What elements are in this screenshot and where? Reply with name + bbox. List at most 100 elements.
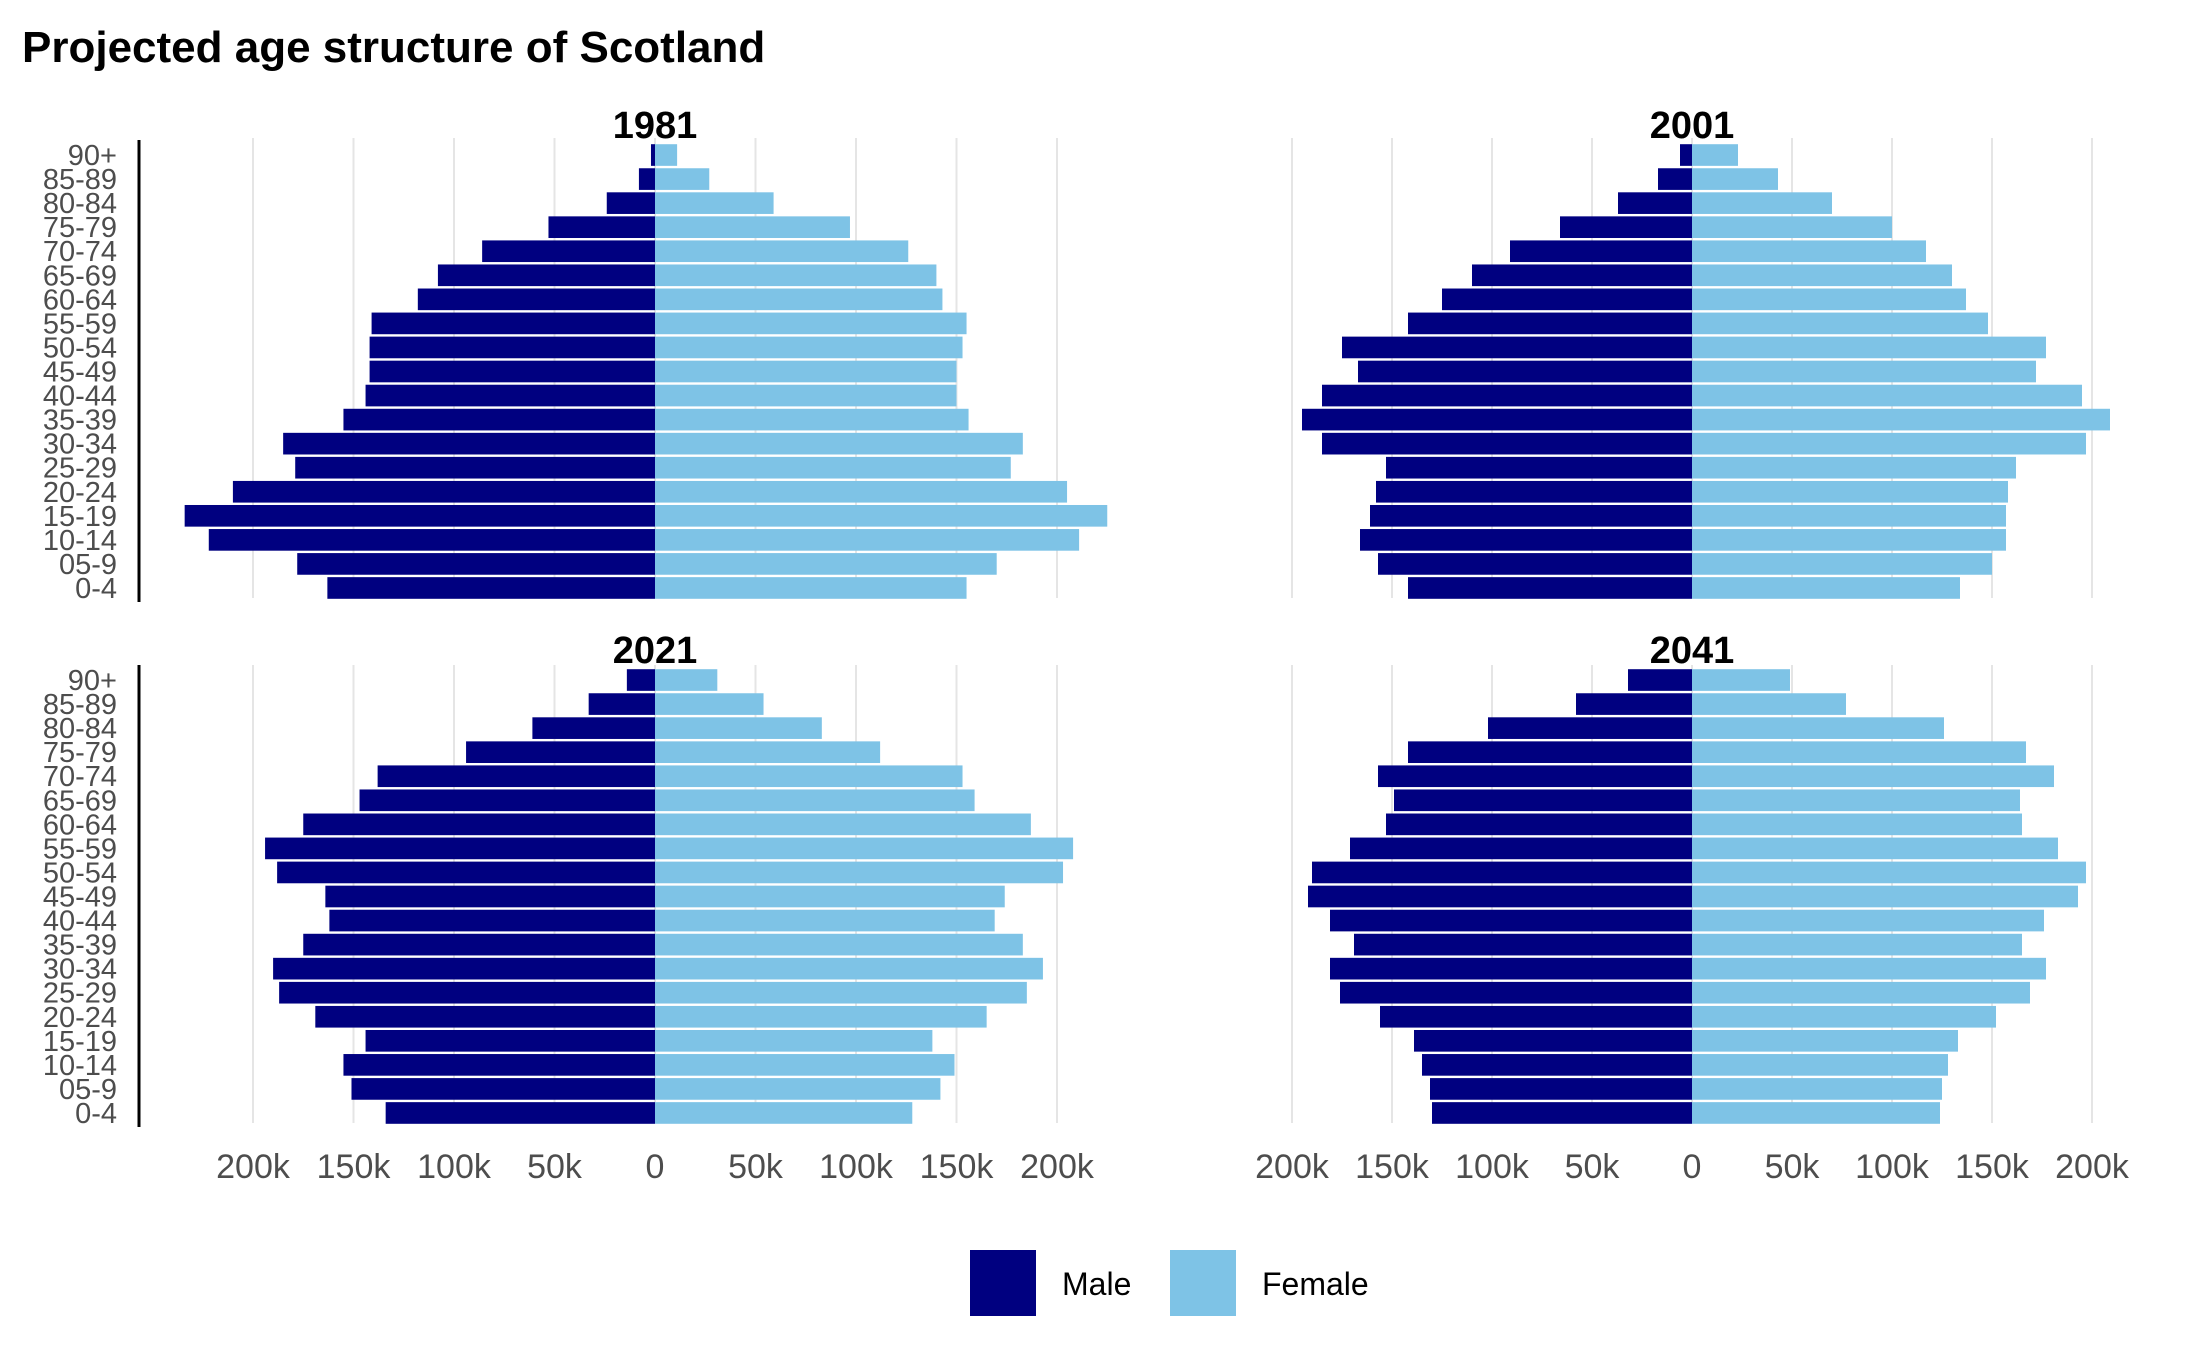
y-tick-label: 75-79 [43,737,117,769]
bar-female-15-19 [655,1029,933,1052]
x-tick-label: 150k [920,1148,995,1186]
bar-male-60-64 [1386,813,1692,836]
x-tick-label: 150k [1355,1148,1430,1186]
bar-female-30-34 [1692,957,2046,980]
bar-female-0-4 [1692,1102,1940,1124]
y-tick-label: 80-84 [43,713,117,745]
bar-male-10-14 [208,529,655,551]
bar-male-05-9 [1430,1078,1692,1100]
bar-female-40-44 [655,384,957,407]
bar-male-40-44 [329,909,655,932]
bar-male-05-9 [297,553,655,575]
bar-female-20-24 [655,480,1068,503]
x-tick-label: 50k [1565,1148,1621,1186]
bar-female-90 [655,144,678,166]
x-tick-label: 100k [819,1148,894,1186]
bar-male-15-19 [184,504,655,527]
bar-female-90 [1692,669,1790,691]
bar-female-75-79 [655,216,850,239]
bar-female-55-59 [1692,312,1988,335]
bar-male-70-74 [377,765,655,788]
bar-female-80-84 [655,717,822,739]
bar-male-15-19 [365,1029,655,1052]
panel-title: 1981 [613,105,698,147]
panel-title: 2021 [613,630,698,672]
bar-female-45-49 [1692,885,2078,908]
bar-male-0-4 [327,577,655,599]
bar-female-60-64 [655,288,943,311]
y-tick-label: 85-89 [43,164,117,196]
x-tick-label: 150k [1955,1148,2030,1186]
legend-item-male: Male [970,1250,1131,1316]
y-tick-label: 40-44 [43,381,117,413]
y-tick-label: 30-34 [43,429,117,461]
x-tick-label: 200k [1020,1148,1095,1186]
bar-female-35-39 [655,933,1023,956]
y-tick-label: 15-19 [43,1026,117,1058]
bar-female-0-4 [1692,577,1960,599]
bar-male-65-69 [437,264,655,287]
y-tick-label: 75-79 [43,212,117,244]
y-tick-label: 65-69 [43,785,117,817]
bar-male-30-34 [283,432,655,455]
bar-male-40-44 [365,384,655,407]
bar-male-65-69 [1394,789,1692,812]
y-tick-label: 65-69 [43,260,117,292]
bar-female-05-9 [1692,553,1992,575]
bar-female-80-84 [1692,717,1944,739]
bar-female-20-24 [1692,1005,1996,1028]
x-tick-label: 200k [2055,1148,2130,1186]
bar-female-85-89 [1692,168,1778,190]
bar-female-80-84 [1692,192,1832,214]
chart-title: Projected age structure of Scotland [22,23,765,72]
bar-female-10-14 [1692,529,2006,551]
bar-male-10-14 [1360,529,1692,551]
y-tick-label: 60-64 [43,809,117,841]
legend-label: Female [1262,1266,1369,1302]
bar-male-70-74 [1378,765,1692,788]
bar-male-85-89 [1576,693,1692,715]
bar-female-20-24 [1692,480,2008,503]
y-tick-label: 0-4 [75,573,117,605]
bar-female-90 [655,669,718,691]
bar-male-80-84 [606,192,655,214]
bar-female-85-89 [655,168,710,190]
y-tick-label: 45-49 [43,882,117,914]
bar-female-75-79 [1692,741,2026,764]
bar-male-20-24 [232,480,655,503]
bar-male-15-19 [1414,1029,1692,1052]
bar-female-60-64 [655,813,1031,836]
bar-female-50-54 [655,336,963,359]
y-tick-label: 80-84 [43,188,117,220]
bar-female-85-89 [655,693,764,715]
panel-title: 2001 [1650,105,1735,147]
y-tick-label: 70-74 [43,761,117,793]
bar-male-0-4 [1432,1102,1692,1124]
bar-male-70-74 [1510,240,1692,263]
bar-male-80-84 [532,717,655,739]
bar-female-15-19 [655,504,1108,527]
y-tick-label: 35-39 [43,405,117,437]
panels: 19810-405-910-1415-1920-2425-2930-3435-3… [43,105,2130,1186]
bar-male-45-49 [369,360,655,383]
bar-female-05-9 [1692,1078,1942,1100]
bar-female-70-74 [655,240,909,263]
bar-female-65-69 [1692,264,1952,287]
y-tick-label: 50-54 [43,332,117,364]
bar-male-85-89 [1658,168,1692,190]
y-tick-label: 35-39 [43,930,117,962]
bar-male-90 [1628,669,1692,691]
y-tick-label: 05-9 [59,549,117,581]
bar-female-25-29 [1692,981,2030,1004]
bar-female-35-39 [1692,408,2110,431]
bar-male-35-39 [343,408,655,431]
bar-female-45-49 [1692,360,2036,383]
bar-female-60-64 [1692,813,2022,836]
x-tick-label: 200k [216,1148,291,1186]
bar-female-75-79 [1692,216,1892,239]
x-tick-label: 100k [417,1148,492,1186]
x-tick-label: 50k [527,1148,583,1186]
x-tick-label: 50k [1765,1148,1821,1186]
y-tick-label: 0-4 [75,1098,117,1130]
bar-male-50-54 [1312,861,1692,884]
